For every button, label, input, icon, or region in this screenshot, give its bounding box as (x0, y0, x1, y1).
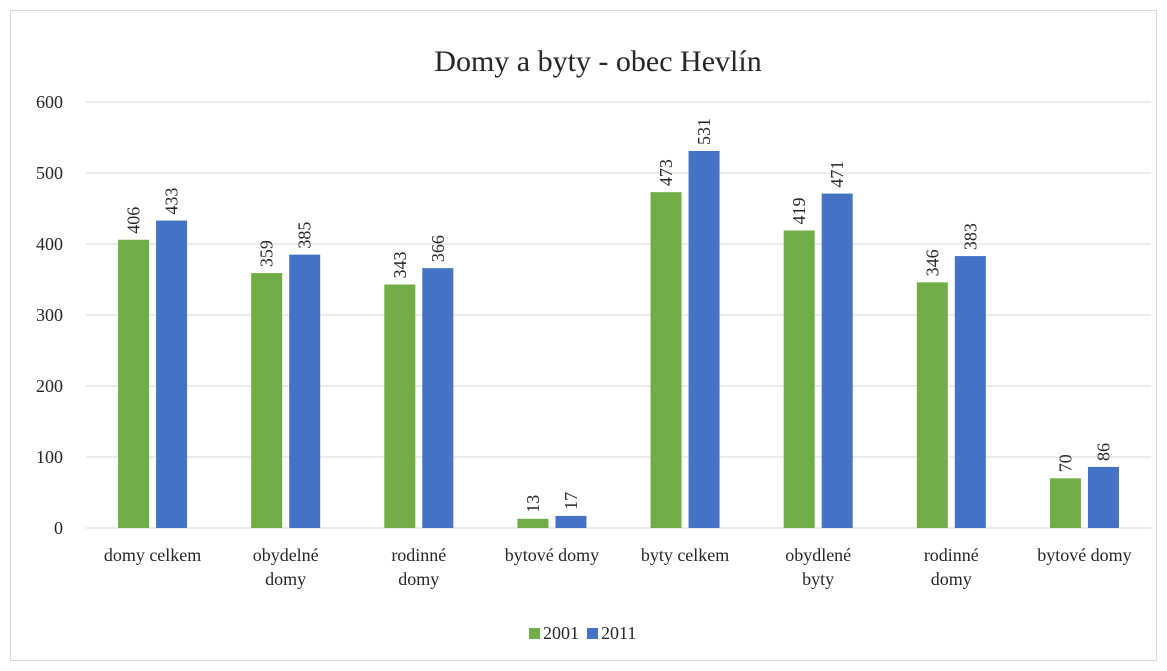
category-label: rodinné domy (391, 545, 446, 589)
chart-title: Domy a byty - obec Hevlín (434, 45, 761, 78)
y-tick-label: 400 (36, 234, 63, 254)
bar-2011 (688, 150, 720, 529)
data-label: 473 (656, 159, 676, 186)
category-label: bytové domy (505, 545, 600, 565)
category-label-line: domy (398, 569, 439, 589)
legend: 2001 2011 (529, 623, 636, 643)
y-tick-label: 500 (36, 163, 63, 183)
data-label: 383 (960, 223, 980, 250)
category-label-line: rodinné (924, 545, 979, 565)
category-label-line: domy (931, 569, 972, 589)
y-tick-label: 100 (36, 447, 63, 467)
category-label-line: bytové domy (505, 545, 600, 565)
bar-2011 (422, 268, 454, 528)
chart-svg: Domy a byty - obec Hevlín 0 100 200 300 400 5… (36, 45, 1151, 643)
category-label: obydlené byty (785, 545, 851, 589)
data-label: 366 (428, 235, 448, 262)
data-label: 343 (390, 251, 410, 278)
bar-2001 (118, 239, 150, 529)
category-label: byty celkem (641, 545, 729, 565)
legend-label-2001: 2001 (543, 623, 579, 643)
category-label-line: obydlené (785, 545, 851, 565)
data-label: 86 (1093, 443, 1113, 461)
bars (118, 150, 1119, 529)
category-label-line: domy celkem (104, 545, 201, 565)
data-label: 385 (295, 222, 315, 249)
category-label: rodinné domy (924, 545, 979, 589)
bar-2001 (384, 284, 416, 528)
data-label: 70 (1055, 454, 1075, 472)
bar-2001 (783, 230, 815, 528)
bar-2001 (517, 518, 549, 528)
category-label-line: obydelné (253, 545, 319, 565)
legend-label-2011: 2011 (601, 623, 636, 643)
category-label: obydelné domy (253, 545, 319, 589)
category-labels: domy celkem obydelné domy rodinné domy bytové… (104, 545, 1132, 589)
y-tick-label: 0 (54, 518, 63, 538)
data-label: 346 (922, 249, 942, 276)
bar-2011 (954, 256, 986, 528)
bar-2001 (251, 273, 283, 528)
data-label: 433 (162, 188, 182, 215)
data-label: 13 (523, 495, 543, 513)
data-label: 359 (257, 240, 277, 267)
bar-2011 (289, 254, 321, 528)
y-tick-label: 600 (36, 92, 63, 112)
gridlines (86, 101, 1151, 529)
bar-2011 (555, 515, 587, 528)
data-label: 419 (789, 198, 809, 225)
y-tick-label: 300 (36, 305, 63, 325)
category-label-line: domy (265, 569, 306, 589)
category-label-line: rodinné (391, 545, 446, 565)
data-label: 17 (561, 492, 581, 510)
bar-2001 (916, 282, 948, 528)
bar-2001 (650, 192, 682, 529)
legend-swatch-2011 (587, 628, 598, 639)
category-label: bytové domy (1037, 545, 1132, 565)
data-label: 471 (827, 161, 847, 188)
category-label: domy celkem (104, 545, 201, 565)
chart-frame: Domy a byty - obec Hevlín 0 100 200 300 400 5… (10, 10, 1157, 661)
y-axis-ticks: 0 100 200 300 400 500 600 (36, 92, 63, 538)
data-labels: 406 433 359 385 343 366 13 17 473 531 419 471 346 383… (124, 118, 1114, 513)
bar-2011 (821, 193, 853, 528)
category-label-line: byty (802, 569, 834, 589)
bar-2011 (156, 220, 188, 528)
y-tick-label: 200 (36, 376, 63, 396)
category-label-line: byty celkem (641, 545, 729, 565)
data-label: 531 (694, 118, 714, 145)
data-label: 406 (124, 207, 144, 234)
bar-2001 (1049, 478, 1081, 528)
legend-swatch-2001 (529, 628, 540, 639)
bar-2011 (1087, 466, 1119, 528)
category-label-line: bytové domy (1037, 545, 1132, 565)
